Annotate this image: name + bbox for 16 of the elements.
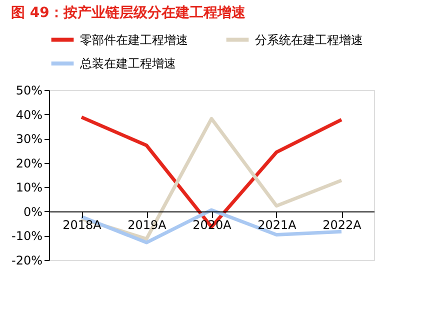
x-tick-label: 2019A — [128, 218, 168, 232]
y-tick-label: 20% — [16, 156, 42, 170]
x-tick-label: 2021A — [258, 218, 298, 232]
x-tick-label: 2018A — [62, 218, 102, 232]
legend-label: 总装在建工程增速 — [79, 56, 176, 70]
y-tick-label: -20% — [11, 254, 42, 268]
y-tick-label: 50% — [16, 84, 42, 98]
x-tick-label: 2022A — [322, 218, 362, 232]
y-tick-label: 40% — [16, 108, 42, 122]
y-tick-label: 10% — [16, 180, 42, 195]
legend-label: 零部件在建工程增速 — [80, 32, 188, 47]
y-tick-label: 30% — [16, 132, 42, 146]
y-tick-label: 0% — [23, 204, 42, 219]
legend-label: 分系统在建工程增速 — [255, 32, 363, 47]
chart-title: 图 49：按产业链层级分在建工程增速 — [11, 4, 246, 21]
y-tick-label: -10% — [11, 229, 42, 244]
